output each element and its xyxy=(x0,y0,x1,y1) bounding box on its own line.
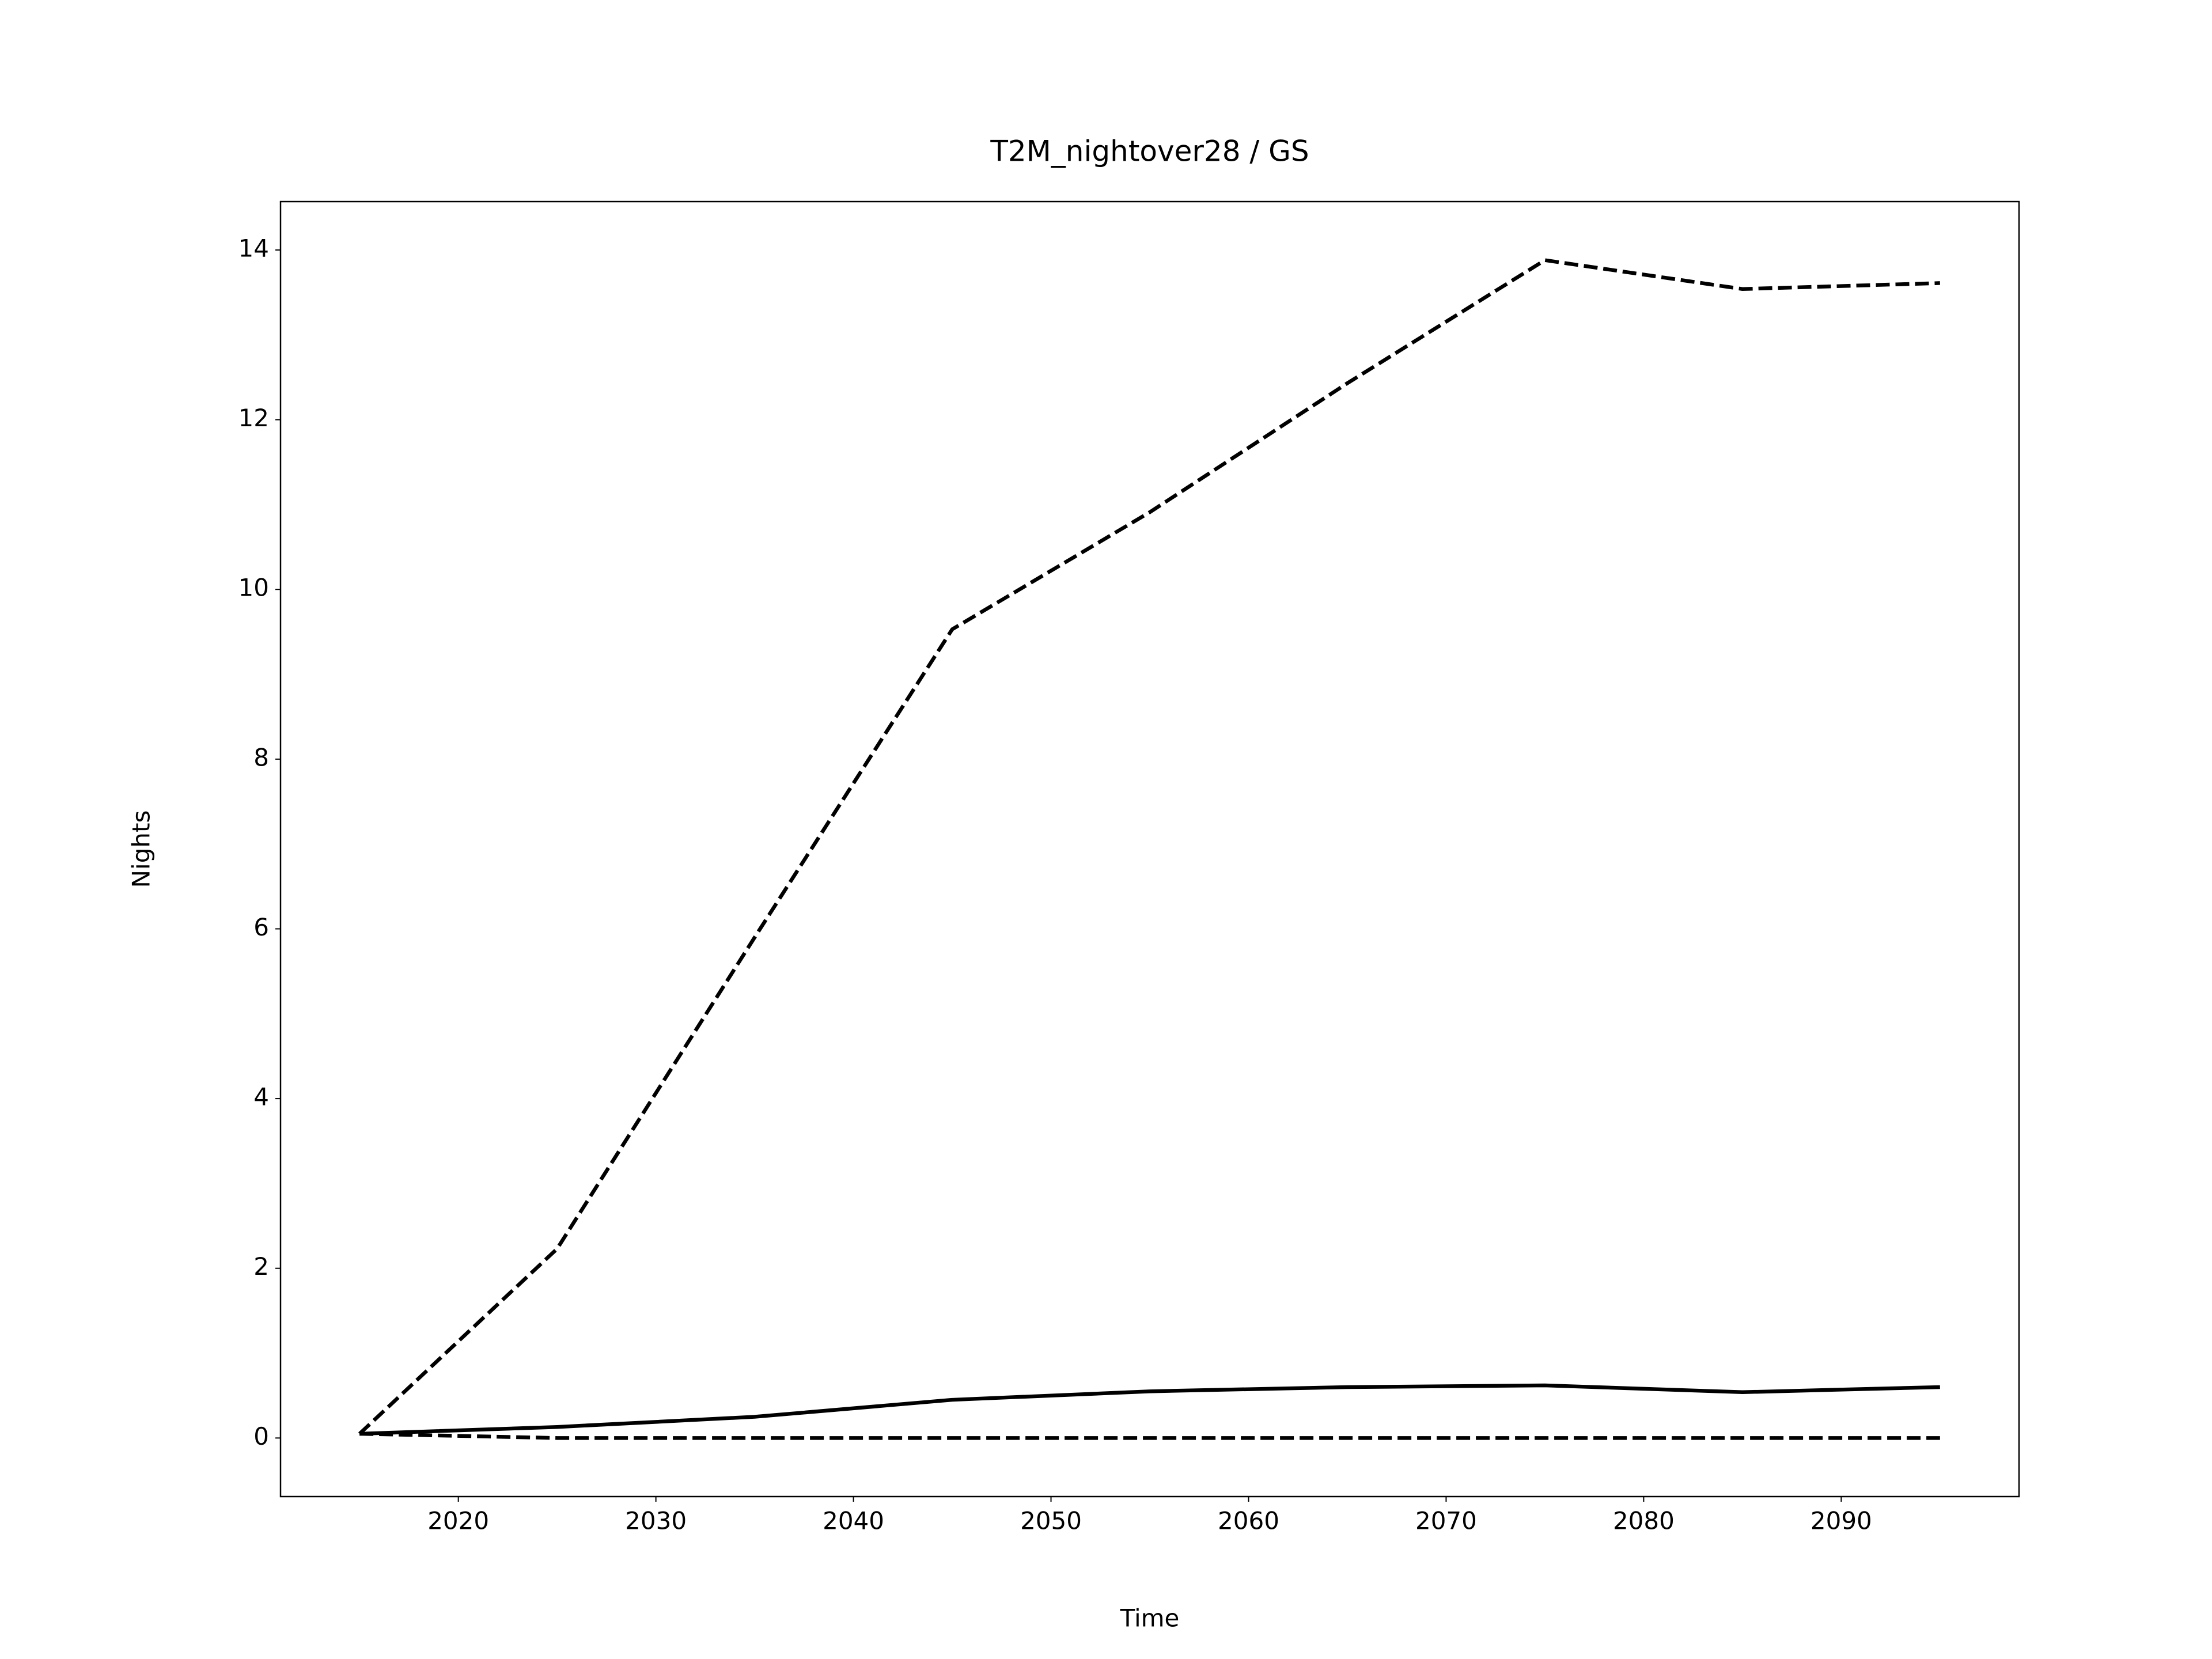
line-series xyxy=(358,258,1940,1435)
line-series xyxy=(359,1431,1940,1440)
x-tick-label: 2090 xyxy=(1810,1507,1872,1535)
y-tick-label: 8 xyxy=(253,743,269,771)
x-tick-label: 2080 xyxy=(1613,1507,1675,1535)
y-tick-label: 6 xyxy=(253,913,269,941)
y-tick-label: 10 xyxy=(238,574,269,602)
x-tick-label: 2060 xyxy=(1218,1507,1279,1535)
y-tick-label: 14 xyxy=(238,234,269,262)
y-tick-label: 12 xyxy=(238,404,269,432)
y-tick-label: 4 xyxy=(253,1083,269,1111)
y-tick-label: 2 xyxy=(253,1252,269,1281)
y-tick-label: 0 xyxy=(253,1422,269,1450)
x-tick-label: 2020 xyxy=(427,1507,489,1535)
x-tick-label: 2070 xyxy=(1415,1507,1477,1535)
x-axis-label: Time xyxy=(1120,1604,1180,1633)
y-axis-label: Nights xyxy=(127,810,156,888)
plot-frame xyxy=(279,200,2020,1498)
line-series xyxy=(359,1383,1940,1436)
x-tick-label: 2050 xyxy=(1020,1507,1082,1535)
x-tick-label: 2040 xyxy=(823,1507,884,1535)
x-tick-label: 2030 xyxy=(625,1507,687,1535)
chart-title: T2M_nightover28 / GS xyxy=(990,135,1309,168)
